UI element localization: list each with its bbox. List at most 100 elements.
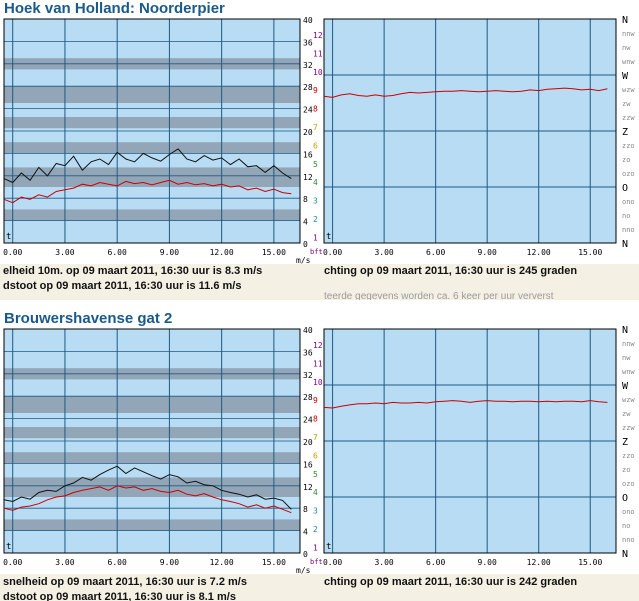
ms-tick-label: 0 xyxy=(303,240,308,249)
station-info: elheid 10m. op 09 maart 2011, 16:30 uur … xyxy=(0,264,639,300)
bft-tick-label: 3 xyxy=(313,197,318,206)
ms-tick-label: 4 xyxy=(303,528,308,537)
beaufort-band xyxy=(4,452,300,464)
direction-tick-label: N xyxy=(622,16,628,26)
direction-tick-label: no xyxy=(622,212,630,220)
direction-tick-label: N xyxy=(622,239,628,250)
speed-readout: elheid 10m. op 09 maart 2011, 16:30 uur … xyxy=(3,265,263,277)
bft-tick-label: 4 xyxy=(313,488,318,497)
x-tick-label: 6.00 xyxy=(426,248,445,257)
station-title: Hoek van Holland: Noorderpier xyxy=(4,0,225,17)
x-tick-label: 6.00 xyxy=(108,558,127,567)
beaufort-band xyxy=(4,167,300,187)
ms-tick-label: 28 xyxy=(303,83,313,92)
bft-tick-label: 8 xyxy=(313,105,318,114)
direction-tick-label: zw xyxy=(622,100,631,108)
beaufort-band xyxy=(4,396,300,413)
direction-tick-label: O xyxy=(622,493,628,504)
direction-tick-label: zo xyxy=(622,156,630,164)
direction-readout: chting op 09 maart 2011, 16:30 uur is 24… xyxy=(324,265,578,277)
direction-tick-label: ozo xyxy=(622,170,635,178)
speed-series-line xyxy=(3,179,292,204)
ms-tick-label: 36 xyxy=(303,348,313,357)
direction-tick-label: O xyxy=(622,183,628,194)
ms-tick-label: 32 xyxy=(303,371,313,380)
direction-tick-label: Z xyxy=(622,127,628,138)
x-tick-label: 12.00 xyxy=(210,248,234,257)
bft-tick-label: 10 xyxy=(313,378,322,387)
plot-border xyxy=(323,18,617,244)
bft-tick-label: 7 xyxy=(313,123,318,132)
x-tick-label: 0.00 xyxy=(323,558,342,567)
x-tick-label: 12.00 xyxy=(527,558,551,567)
ms-unit-label: m/s xyxy=(296,256,311,265)
bft-tick-label: 2 xyxy=(313,525,318,534)
ms-tick-label: 8 xyxy=(303,195,308,204)
ms-tick-label: 36 xyxy=(303,38,313,47)
bft-tick-label: 9 xyxy=(313,86,318,95)
direction-tick-label: N xyxy=(622,549,628,560)
x-tick-label: 15.00 xyxy=(262,558,286,567)
direction-tick-label: nw xyxy=(622,44,631,52)
x-tick-label: 6.00 xyxy=(426,558,445,567)
direction-tick-label: W xyxy=(622,71,629,82)
bft-tick-label: 5 xyxy=(313,160,318,169)
direction-tick-label: N xyxy=(622,326,628,336)
beaufort-band xyxy=(4,86,300,103)
gust-series-line xyxy=(3,148,292,184)
ms-tick-label: 12 xyxy=(303,483,313,492)
direction-tick-label: wnw xyxy=(622,368,635,376)
direction-tick-label: zzo xyxy=(622,452,635,460)
x-tick-label: 15.00 xyxy=(578,558,602,567)
bft-tick-label: 1 xyxy=(313,543,318,552)
bft-tick-label: 11 xyxy=(313,49,322,58)
direction-tick-label: wzw xyxy=(622,396,635,404)
bft-tick-label: 8 xyxy=(313,415,318,424)
bft-tick-label: 4 xyxy=(313,178,318,187)
direction-tick-label: nno xyxy=(622,226,635,234)
x-tick-label: 0.00 xyxy=(3,558,22,567)
ms-tick-label: 16 xyxy=(303,150,313,159)
direction-series-line xyxy=(323,400,608,409)
direction-tick-label: nw xyxy=(622,354,631,362)
x-tick-label: 9.00 xyxy=(160,558,179,567)
x-tick-label: 12.00 xyxy=(210,558,234,567)
station-title: Brouwershavense gat 2 xyxy=(4,310,173,327)
x-tick-label: 15.00 xyxy=(578,248,602,257)
direction-tick-label: W xyxy=(622,381,629,392)
direction-tick-label: no xyxy=(622,522,630,530)
gust-readout: dstoot op 09 maart 2011, 16:30 uur is 11… xyxy=(3,280,242,292)
bft-tick-label: 3 xyxy=(313,507,318,516)
x-tick-label: 3.00 xyxy=(55,558,74,567)
ms-tick-label: 20 xyxy=(303,128,313,137)
corner-label: t xyxy=(6,542,11,552)
speed-series-line xyxy=(3,485,292,514)
ms-tick-label: 4 xyxy=(303,218,308,227)
direction-tick-label: nnw xyxy=(622,30,635,38)
direction-readout: chting op 09 maart 2011, 16:30 uur is 24… xyxy=(324,576,578,588)
direction-series-line xyxy=(323,87,608,98)
direction-tick-label: wnw xyxy=(622,58,635,66)
x-tick-label: 0.00 xyxy=(3,248,22,257)
plot-border xyxy=(3,18,301,244)
beaufort-band xyxy=(4,519,300,531)
ms-tick-label: 24 xyxy=(303,416,313,425)
ms-unit-label: m/s xyxy=(296,566,311,575)
direction-tick-label: wzw xyxy=(622,86,635,94)
wind-speed-chart: 0.00 3.00 6.00 9.00 12.00 15.0040363228242016… xyxy=(3,326,322,575)
bft-tick-label: 1 xyxy=(313,233,318,242)
beaufort-band xyxy=(4,142,300,154)
x-tick-label: 12.00 xyxy=(527,248,551,257)
corner-label: t xyxy=(6,232,11,242)
corner-label: t xyxy=(326,542,331,552)
update-note: teerde gegevens worden ca. 6 keer per uu… xyxy=(324,291,554,300)
plot-border xyxy=(323,328,617,554)
plot-border xyxy=(3,328,301,554)
x-tick-label: 3.00 xyxy=(374,558,393,567)
bft-tick-label: 11 xyxy=(313,359,322,368)
direction-tick-label: ozo xyxy=(622,480,635,488)
direction-tick-label: nnw xyxy=(622,340,635,348)
direction-tick-label: zzw xyxy=(622,424,635,432)
